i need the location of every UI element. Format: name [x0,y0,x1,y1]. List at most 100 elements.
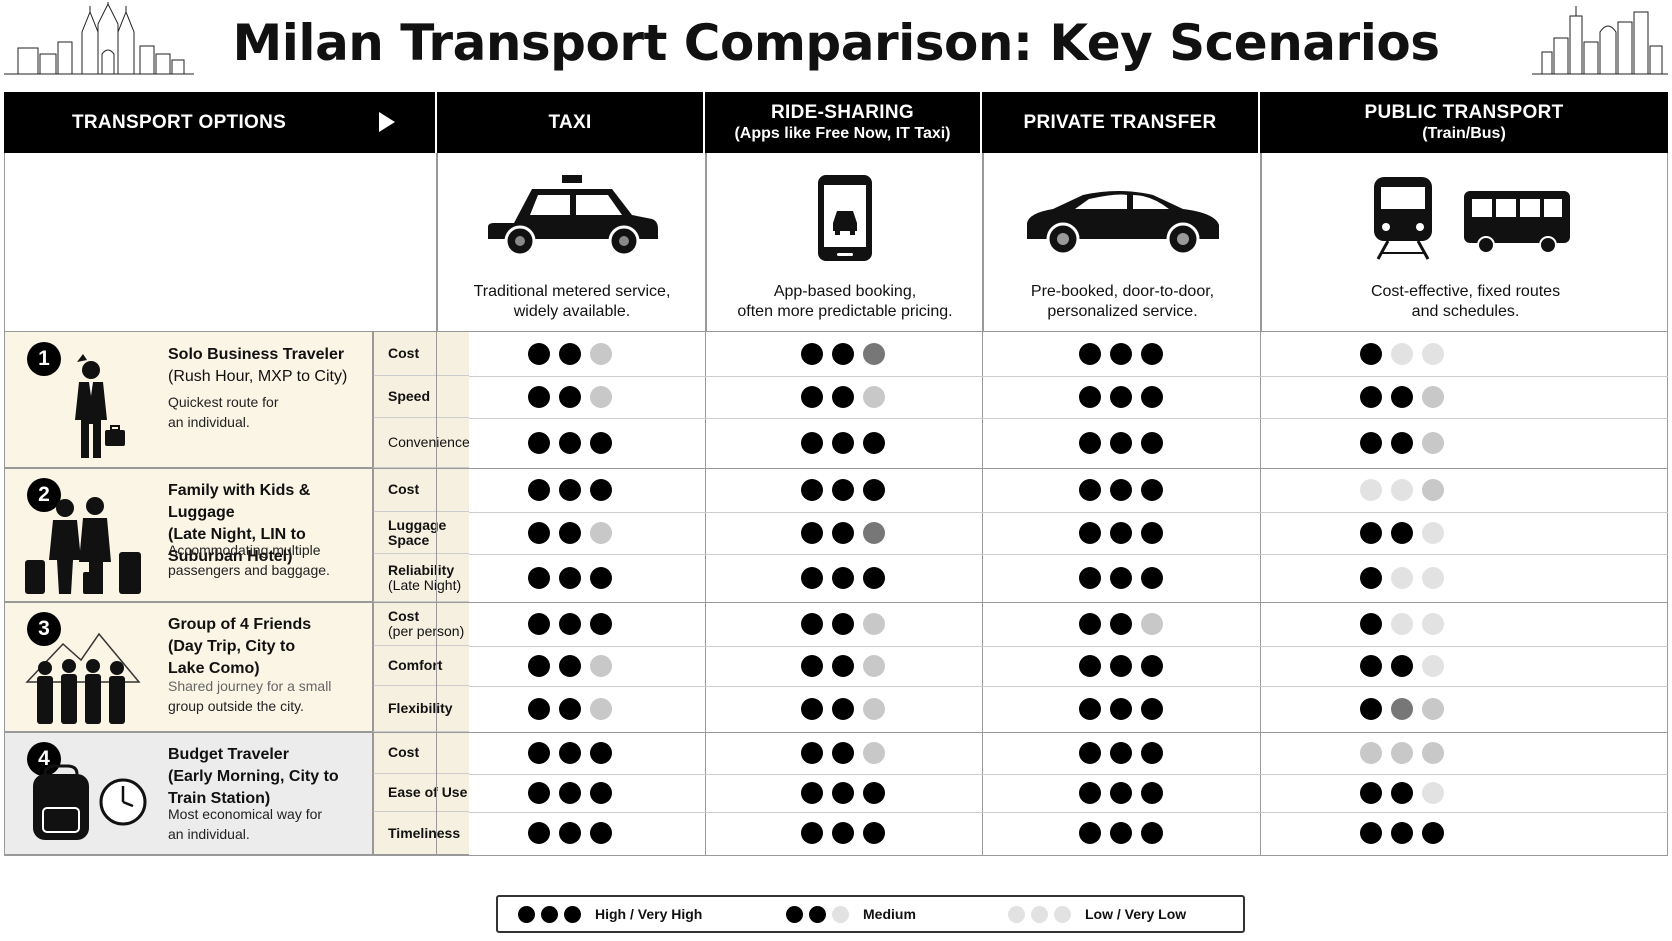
rating-dot [559,567,581,589]
rating-dots [528,522,612,544]
metric-label-text: Cost [388,744,420,760]
rating-dot [528,655,550,677]
rating-dot [801,567,823,589]
rating-dot [559,698,581,720]
rating-dot [1422,522,1444,544]
rating-dot [1360,432,1382,454]
play-arrow-icon [379,112,395,132]
rating-dots [801,479,885,501]
metric-label-text: Ease of Use [388,784,468,800]
legend-dot [564,905,581,923]
rating-dot [1360,343,1382,365]
rating-dot [590,742,612,764]
scenario-3-name-line-2: (Day Trip, City to [168,638,296,655]
transport-options-label: TRANSPORT OPTIONS [72,111,287,133]
rating-dot [1110,432,1132,454]
legend-dot [1008,905,1025,923]
rating-dots [801,432,885,454]
rating-dot [1110,698,1132,720]
smartphone-car-icon [818,175,872,261]
rating-dots [528,698,612,720]
rating-dot [1391,522,1413,544]
legend-low-dots [1008,905,1071,923]
rating-dots [1360,479,1444,501]
rating-dot [1422,822,1444,844]
rating-dot [1141,698,1163,720]
public-transport-cell: Cost-effective, fixed routes and schedul… [1261,153,1669,332]
rating-dots [528,386,612,408]
rating-dots [801,782,885,804]
rating-dots [1079,742,1163,764]
rating-dots [1079,655,1163,677]
rating-dot [863,655,885,677]
rating-dot [1110,742,1132,764]
rating-dot [559,742,581,764]
header-ride-sharing: RIDE-SHARING (Apps like Free Now, IT Tax… [705,92,982,153]
rating-dot [1422,432,1444,454]
rating-dots [1360,742,1444,764]
metric-label: Speed [373,376,469,418]
rating-dots [801,742,885,764]
rating-dot [1141,782,1163,804]
legend-high-label: High / Very High [595,906,703,922]
scenario-4-number: 4 [27,742,61,776]
rating-dots [1079,386,1163,408]
header-ride-sharing-subtitle: (Apps like Free Now, IT Taxi) [734,125,951,142]
rating-dot [1422,742,1444,764]
page-title: Milan Transport Comparison: Key Scenario… [232,14,1440,72]
rating-dots [528,479,612,501]
business-traveler-icon [75,354,125,458]
rating-dot [863,432,885,454]
header-private-transfer-title: PRIVATE TRANSFER [1023,111,1217,133]
rating-dot [590,567,612,589]
rating-dot [801,432,823,454]
rating-dots [801,698,885,720]
milan-cathedral-skyline-icon [4,2,194,75]
scenario-3-description-line-1: Shared journey for a small [168,678,332,694]
header-public-transport: PUBLIC TRANSPORT (Train/Bus) [1260,92,1668,153]
taxi-car-icon [488,175,658,257]
rating-dots [1360,343,1444,365]
transport-options-header: TRANSPORT OPTIONS [4,92,437,153]
legend-dot [518,905,535,923]
rating-dot [1141,522,1163,544]
rating-dot [559,479,581,501]
rating-dots [528,822,612,844]
rating-dots [1360,432,1444,454]
rating-dot [528,782,550,804]
rating-dot [1110,655,1132,677]
scenario-2-name-line-3: Suburban Hotel) [168,548,293,565]
rating-dots [1079,782,1163,804]
legend-medium-dots [786,905,849,923]
rating-dot [832,567,854,589]
rating-dot [559,822,581,844]
rating-dot [1079,479,1101,501]
header-private-transfer: PRIVATE TRANSFER [982,92,1260,153]
scenario-1-description-line-2: an individual. [168,414,250,430]
rating-dot [528,343,550,365]
legend-low: Low / Very Low [1008,897,1186,931]
rating-dot [1141,479,1163,501]
legend-dot [1054,905,1071,923]
rating-dot [528,822,550,844]
rating-dot [1141,822,1163,844]
rating-dot [528,386,550,408]
rating-dot [1360,698,1382,720]
rating-dots [1360,613,1444,635]
scenario-3-description: Shared journey for a small group outside… [168,676,368,716]
rating-dots [1360,655,1444,677]
rating-dot [1391,386,1413,408]
rating-dot [1422,567,1444,589]
rating-dots [1079,613,1163,635]
metric-label: Luggage Space [373,512,469,554]
rating-dot [1422,782,1444,804]
header-ride-sharing-title: RIDE-SHARING [771,102,914,123]
rating-dots [801,655,885,677]
rating-dot [1141,386,1163,408]
rating-dots [528,343,612,365]
rating-dots [1079,567,1163,589]
rating-dot [863,782,885,804]
metric-label: Ease of Use [373,774,469,812]
rating-dot [1079,698,1101,720]
metric-label: Cost (per person) [373,602,469,646]
